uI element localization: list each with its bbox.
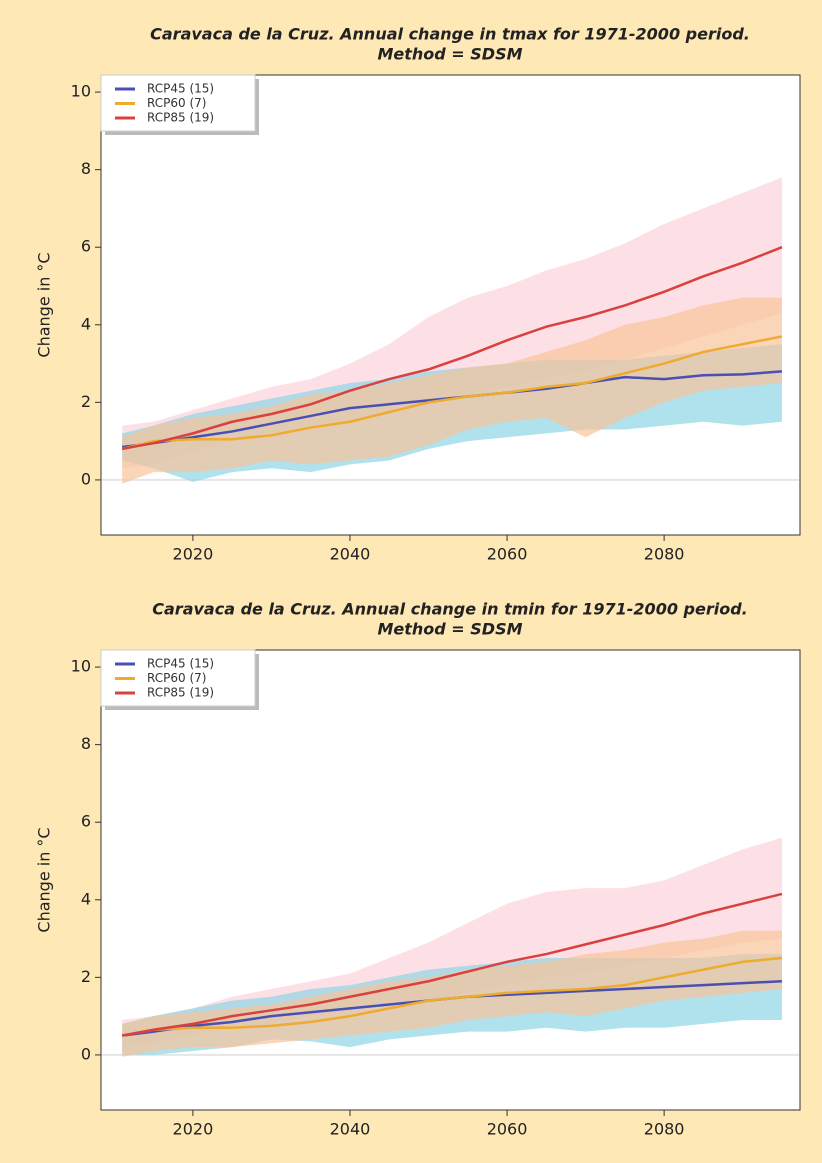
x-tick-label: 2040 — [330, 545, 371, 564]
y-tick-label: 2 — [81, 967, 91, 986]
y-axis-label: Change in °C — [35, 252, 54, 357]
legend: RCP45 (15)RCP60 (7)RCP85 (19) — [100, 649, 259, 710]
chart: Caravaca de la Cruz. Annual change in tm… — [35, 25, 801, 564]
y-tick-label: 8 — [81, 159, 91, 178]
legend: RCP45 (15)RCP60 (7)RCP85 (19) — [100, 74, 259, 135]
x-tick-label: 2060 — [487, 545, 528, 564]
legend-label: RCP60 (7) — [147, 96, 206, 110]
y-tick-label: 10 — [71, 82, 91, 101]
legend-label: RCP45 (15) — [147, 657, 214, 671]
chart-title: Caravaca de la Cruz. Annual change in tm… — [152, 600, 747, 619]
y-tick-label: 4 — [81, 314, 91, 333]
y-tick-label: 4 — [81, 889, 91, 908]
y-tick-label: 0 — [81, 469, 91, 488]
legend-label: RCP85 (19) — [147, 686, 214, 700]
y-tick-label: 8 — [81, 734, 91, 753]
y-tick-label: 6 — [81, 237, 91, 256]
x-tick-label: 2020 — [173, 1120, 214, 1139]
x-tick-label: 2060 — [487, 1120, 528, 1139]
x-tick-label: 2040 — [330, 1120, 371, 1139]
y-axis-label: Change in °C — [35, 827, 54, 932]
legend-label: RCP45 (15) — [147, 82, 214, 96]
x-tick-label: 2080 — [644, 545, 685, 564]
chart-subtitle: Method = SDSM — [377, 620, 522, 639]
legend-label: RCP60 (7) — [147, 671, 206, 685]
y-tick-label: 0 — [81, 1044, 91, 1063]
range-band — [122, 297, 782, 484]
chart-title: Caravaca de la Cruz. Annual change in tm… — [150, 25, 750, 44]
chart: Caravaca de la Cruz. Annual change in tm… — [35, 600, 801, 1139]
x-tick-label: 2080 — [644, 1120, 685, 1139]
series-line — [121, 335, 783, 451]
x-tick-label: 2020 — [173, 545, 214, 564]
legend-label: RCP85 (19) — [147, 111, 214, 125]
chart-subtitle: Method = SDSM — [377, 45, 522, 64]
y-tick-label: 2 — [81, 392, 91, 411]
series-line — [121, 892, 783, 1037]
y-tick-label: 6 — [81, 812, 91, 831]
series-line — [121, 246, 783, 451]
y-tick-label: 10 — [71, 657, 91, 676]
series-line — [121, 956, 783, 1037]
